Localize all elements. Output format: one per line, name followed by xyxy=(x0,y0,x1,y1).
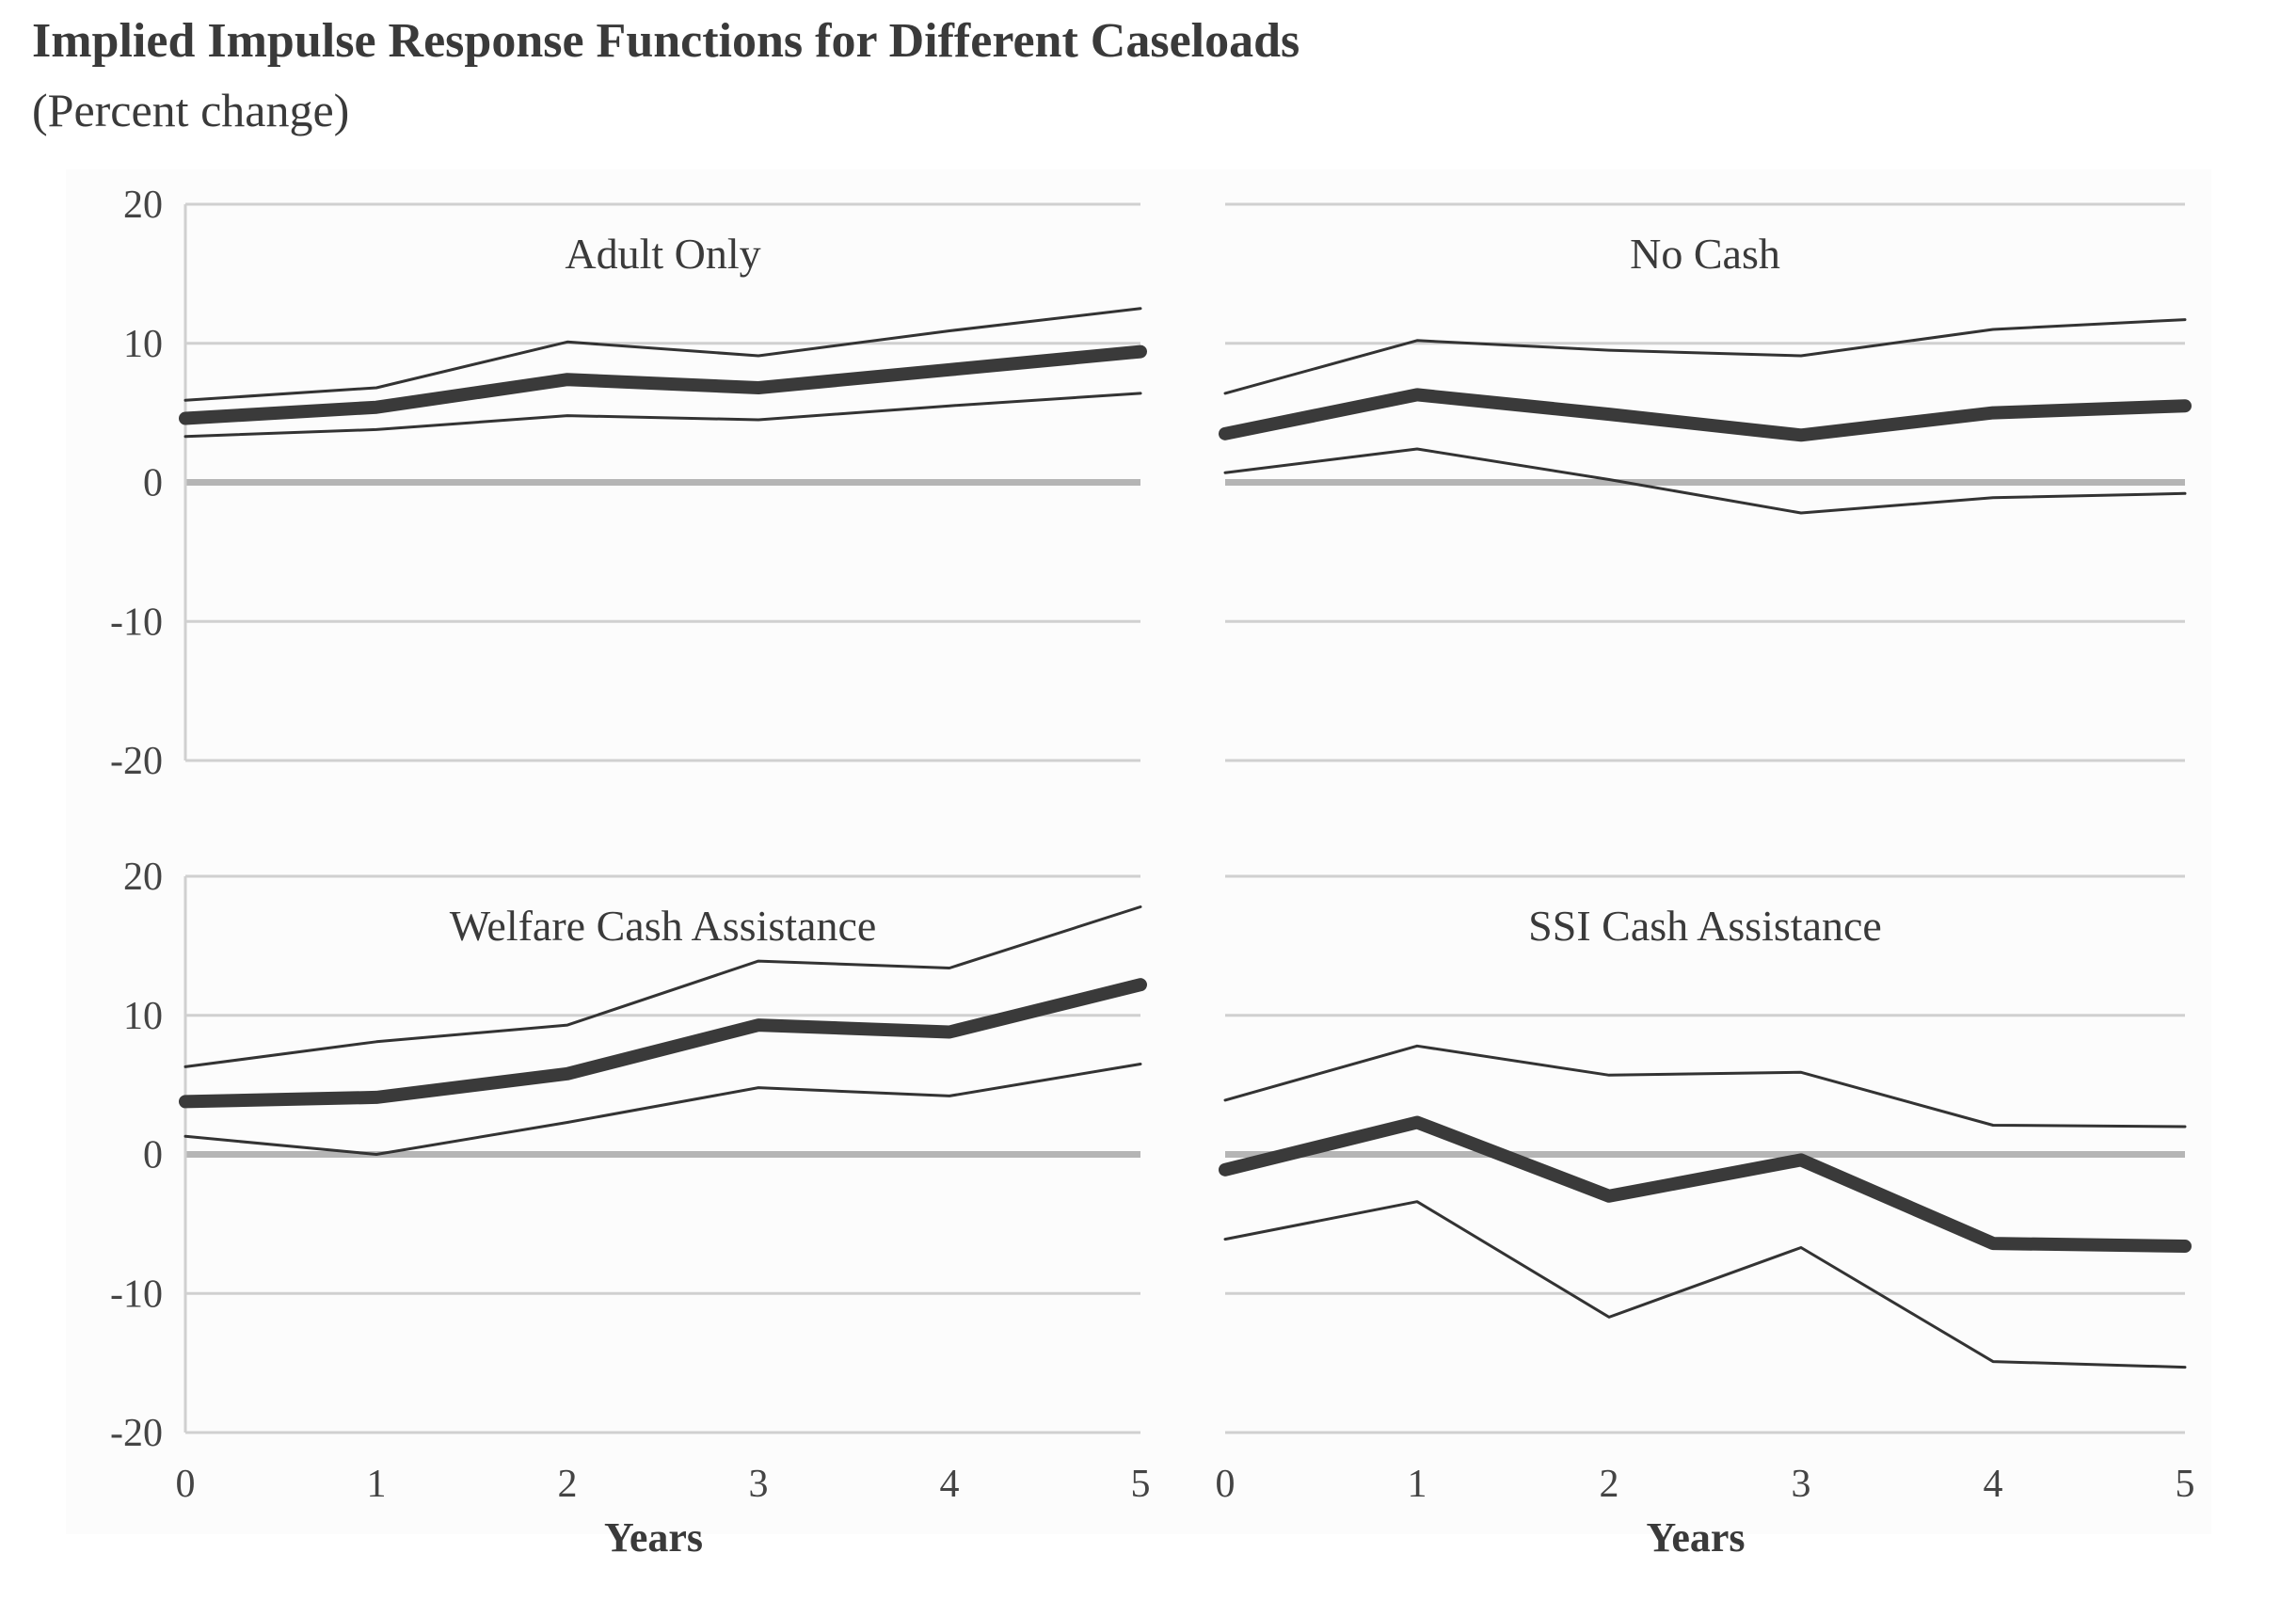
x-axis-label: Years xyxy=(604,1514,703,1561)
x-tick-label: 2 xyxy=(1600,1463,1619,1506)
chart-subtitle: (Percent change) xyxy=(32,84,350,136)
x-tick-label: 0 xyxy=(1216,1463,1236,1506)
panel-title-welfare-cash-assistance: Welfare Cash Assistance xyxy=(450,902,877,950)
series-lower-adult-only xyxy=(183,392,1142,439)
x-tick-label: 5 xyxy=(2176,1463,2195,1506)
y-tick-label: 10 xyxy=(123,995,163,1038)
y-tick-label: -20 xyxy=(110,740,163,783)
x-tick-label: 3 xyxy=(1792,1463,1811,1506)
series-estimate-no-cash xyxy=(1219,388,2192,442)
x-tick-label: 4 xyxy=(940,1463,960,1506)
plot-background xyxy=(66,169,2211,1534)
series-upper-welfare-cash-assistance xyxy=(183,905,1142,1068)
x-tick-label: 1 xyxy=(367,1463,387,1506)
y-tick-label: -10 xyxy=(110,600,163,644)
series-lower-no-cash xyxy=(1223,447,2187,515)
x-tick-label: 5 xyxy=(1131,1463,1151,1506)
series-upper-adult-only xyxy=(183,307,1142,402)
series-upper-ssi-cash-assistance xyxy=(1223,1044,2187,1129)
x-tick-label: 1 xyxy=(1408,1463,1427,1506)
series-estimate-welfare-cash-assistance xyxy=(179,978,1147,1109)
x-tick-label: 2 xyxy=(558,1463,578,1506)
series-lower-ssi-cash-assistance xyxy=(1223,1200,2187,1369)
x-tick-label: 3 xyxy=(749,1463,769,1506)
y-tick-label: 0 xyxy=(143,462,163,505)
series-lower-welfare-cash-assistance xyxy=(183,1063,1142,1156)
y-tick-label: -20 xyxy=(110,1412,163,1455)
panel-title-ssi-cash-assistance: SSI Cash Assistance xyxy=(1528,902,1882,950)
series-estimate-adult-only xyxy=(179,344,1147,425)
panel-title-adult-only: Adult Only xyxy=(565,230,760,278)
series-upper-no-cash xyxy=(1223,318,2187,395)
y-tick-label: 0 xyxy=(143,1134,163,1177)
y-tick-label: 20 xyxy=(123,184,163,227)
y-tick-label: 10 xyxy=(123,323,163,366)
x-tick-label: 0 xyxy=(176,1463,196,1506)
y-tick-label: -10 xyxy=(110,1273,163,1316)
y-tick-label: 20 xyxy=(123,856,163,899)
series-estimate-ssi-cash-assistance xyxy=(1219,1115,2192,1253)
x-tick-label: 4 xyxy=(1984,1463,2003,1506)
panel-title-no-cash: No Cash xyxy=(1630,230,1780,278)
chart-title: Implied Impulse Response Functions for D… xyxy=(32,14,1300,68)
x-axis-label: Years xyxy=(1646,1514,1745,1561)
